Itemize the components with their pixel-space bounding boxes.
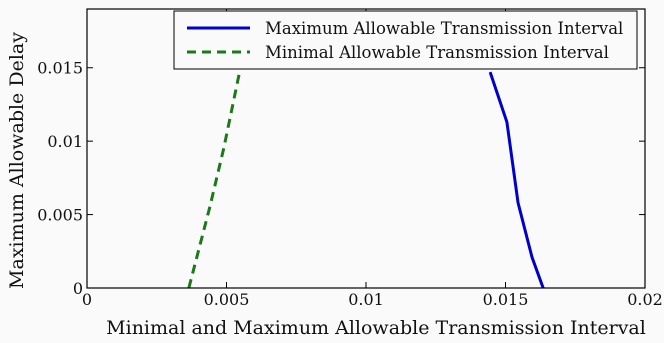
legend-box [173, 10, 638, 70]
y-tick-label: 0.01 [47, 132, 83, 151]
y-tick-label: 0 [73, 279, 83, 298]
y-axis-label: Maximum Allowable Delay [6, 32, 28, 289]
legend: Maximum Allowable Transmission Interval … [173, 10, 638, 70]
series-line-1 [187, 67, 242, 288]
legend-label-min: Minimal Allowable Transmission Interval [265, 43, 609, 62]
series-layer [187, 67, 545, 288]
x-tick-label: 0.02 [627, 290, 663, 309]
x-tick-label: 0.015 [483, 290, 529, 309]
x-tick-label: 0.005 [204, 290, 250, 309]
y-tick-label: 0.005 [37, 206, 83, 225]
series-line-0 [488, 71, 545, 288]
legend-label-max: Maximum Allowable Transmission Interval [265, 19, 623, 38]
x-tick-label: 0.01 [348, 290, 384, 309]
x-tick-label: 0 [82, 290, 92, 309]
ticks-layer: 0 0.005 0.01 0.015 0.02 0 0.005 0.01 0.015 [37, 9, 663, 309]
x-axis-label: Minimal and Maximum Allowable Transmissi… [106, 317, 646, 339]
y-tick-label: 0.015 [37, 59, 83, 78]
